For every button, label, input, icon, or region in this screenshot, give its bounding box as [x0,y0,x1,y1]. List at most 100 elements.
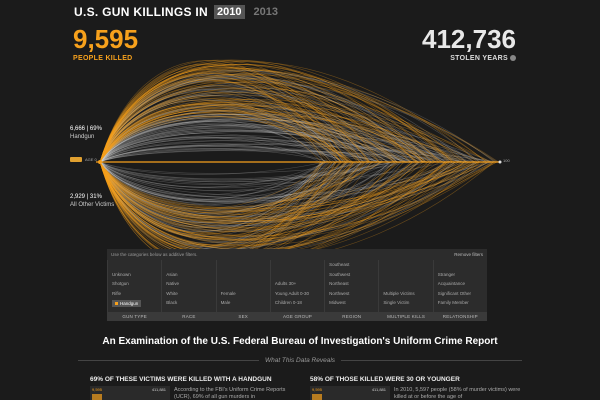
flow-end-dot [498,160,502,164]
victim-flow-line [99,113,420,163]
filter-option[interactable]: Shotgun [112,281,129,286]
filter-option[interactable]: Adults 30+ [274,281,297,286]
victim-flow-line [99,109,369,163]
filter-option[interactable]: Southwest [329,271,351,277]
axis-end-label: 100 [503,158,510,163]
filter-option[interactable]: Northeast [329,281,349,286]
filter-option[interactable]: Northwest [329,290,350,296]
filter-option[interactable]: Multiple Victims [383,290,415,296]
filter-column-header[interactable]: RELATIONSHIP [433,312,487,321]
filter-option[interactable]: Midwest [329,300,346,305]
filter-option[interactable]: Handgun [112,300,142,307]
victim-flow-line [99,161,419,248]
filter-column-header[interactable]: RACE [162,312,216,321]
victim-flow-line [99,150,472,163]
filter-column-header[interactable]: AGE GROUP [270,312,325,321]
victim-flow-line [99,64,455,163]
victim-flow-line [99,121,335,163]
filter-option[interactable]: Rifle [112,290,122,296]
victim-flow-line [99,149,455,163]
victim-flow-line [99,161,470,226]
filter-option[interactable]: Significant Other [437,290,471,296]
filter-column-header[interactable]: GUN TYPE [108,312,162,321]
year-tab-2013[interactable]: 2013 [253,6,278,18]
filter-column-header[interactable]: SEX [216,312,270,321]
victim-flow-line [99,161,357,231]
filter-option[interactable]: Male [220,300,231,305]
handgun-victims-flow [99,59,499,267]
victim-flow-line [99,101,476,163]
victim-flow-line [99,161,418,232]
info-icon[interactable] [510,55,516,62]
filter-option[interactable]: Native [166,281,180,286]
victim-flow-line [99,85,398,163]
victim-flow-line [99,161,466,198]
victim-flow-line [99,63,430,163]
filter-option[interactable]: Southeast [329,262,350,267]
victim-flow-line [99,161,477,231]
victim-flow-line [99,161,469,213]
axis-start: AGE 0 [70,157,97,162]
victim-flow-line [99,148,417,163]
victim-flow-line [99,161,391,228]
victim-flow-line [99,144,354,163]
victim-flow-line [99,81,338,163]
victim-flow-line [99,69,467,163]
victim-flow-line [99,133,345,163]
victim-flow-line [99,91,435,163]
filter-option[interactable]: Asian [166,271,178,277]
victim-flow-line [99,161,466,224]
filter-column-header[interactable]: REGION [325,312,379,321]
victim-flow-line [99,118,469,163]
victim-flow-line [99,97,332,163]
victim-flow-line [99,107,342,163]
victim-flow-line [99,66,411,163]
filter-option[interactable]: Stranger [437,271,455,277]
filter-option[interactable]: White [166,290,178,296]
fact-card-handgun: 69% OF THESE VICTIMS WERE KILLED WITH A … [90,376,305,400]
victim-flow-line [99,161,362,246]
victim-flow-line [99,98,398,163]
victim-flow-line [99,118,326,163]
page-title: U.S. GUN KILLINGS IN [74,5,209,19]
filter-hint: Use the categories below as additive fil… [111,252,198,257]
filter-option[interactable]: Children 0-18 [274,300,302,305]
fact-thumbnail[interactable]: 9,595 411,881 [90,386,170,400]
victim-flow-line [99,103,431,163]
filter-option[interactable]: Unknown [112,271,131,277]
victim-flow-line [99,161,377,174]
victim-flow-line [99,161,480,211]
victim-flow-line [99,161,370,212]
victim-flow-line [99,161,327,188]
people-killed-count: 9,595 [73,24,139,54]
victim-flow-line [99,109,326,163]
victim-flow-line [99,113,412,163]
victim-flow-line [99,129,461,163]
victim-flow-line [99,161,460,222]
victim-flow-line [99,74,487,163]
victim-flow-line [99,138,380,163]
fact-thumbnail[interactable]: 9,595 411,881 [310,386,390,400]
stolen-years-stat: 412,736 STOLEN YEARS [422,26,516,62]
filter-option[interactable]: Family Member [437,300,469,305]
filter-option[interactable]: Acquaintance [437,281,465,286]
remove-filters-link[interactable]: Remove filters [454,252,483,257]
fact-heading: 69% OF THESE VICTIMS WERE KILLED WITH A … [90,376,272,383]
victim-flow-line [99,161,337,215]
victim-flow-line [99,161,489,220]
filter-column-header[interactable]: MULTIPLE KILLS [379,312,433,321]
victim-flow-line [99,116,425,163]
filter-option[interactable]: Black [166,300,178,305]
filter-option[interactable]: Female [220,290,236,296]
victim-flow-line [99,161,467,220]
victim-flow-line [99,115,420,163]
year-tab-2010[interactable]: 2010 [214,5,245,19]
filter-option[interactable]: Single Victim [383,300,410,305]
divider [341,360,522,361]
victim-flow-line [99,161,347,246]
filter-column-multiple-kills: Multiple Victims Single Victim MULTIPLE KI… [378,260,433,321]
victim-flow-line [99,99,398,163]
victim-flow-line [99,94,425,163]
filter-option[interactable]: Young Adult 0-30 [274,290,309,296]
victim-flow-line [99,120,366,163]
